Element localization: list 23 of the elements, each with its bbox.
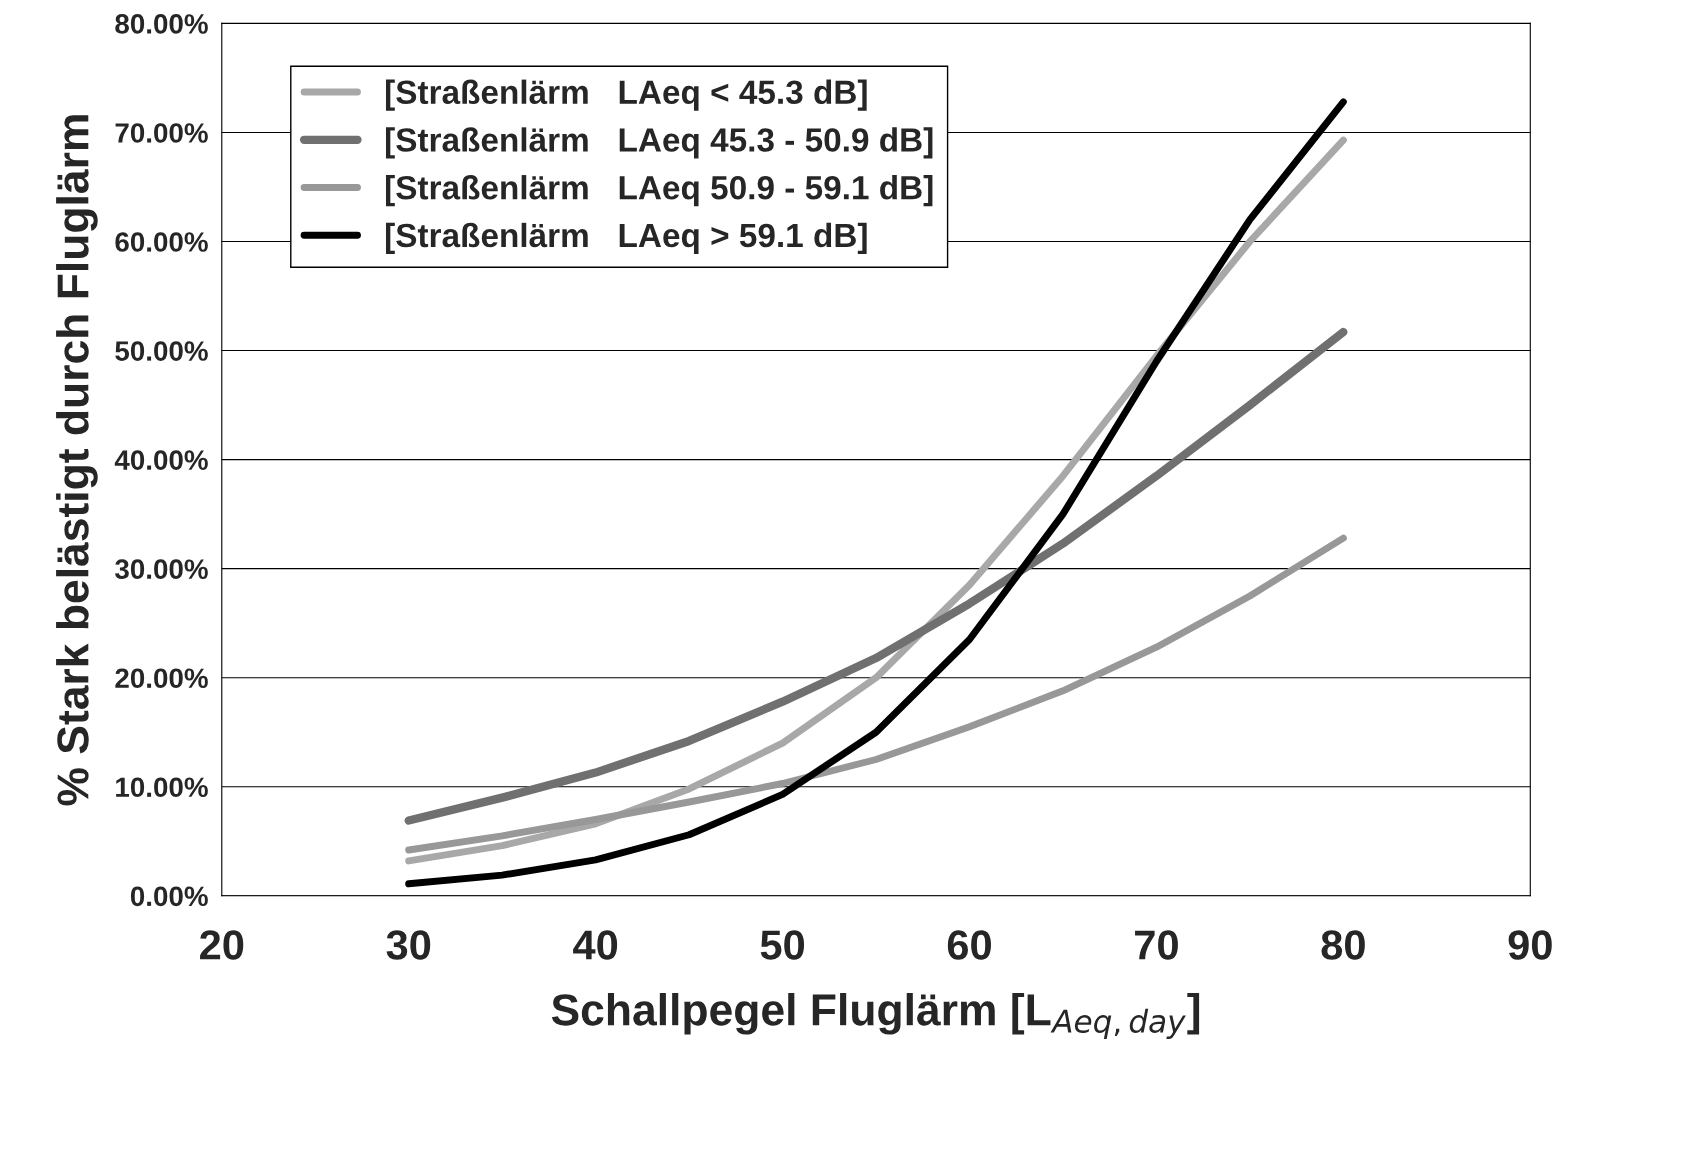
y-tick-label: 40.00%: [114, 450, 208, 470]
x-tick-label: 40: [573, 930, 618, 960]
legend-label: [Straßenlärm LAeq > 59.1 dB]: [385, 222, 867, 254]
legend-label: [Straßenlärm LAeq 45.3 - 50.9 dB]: [385, 127, 933, 159]
x-axis-title: Schallpegel Fluglärm [L$_{Aeq,day}$]: [551, 992, 1200, 1039]
x-tick-label: 90: [1508, 930, 1552, 960]
y-tick-label: 50.00%: [115, 341, 208, 361]
x-tick-label: 70: [1135, 930, 1178, 960]
x-tick-label: 80: [1321, 930, 1365, 960]
y-tick-label: 60.00%: [115, 232, 208, 252]
x-tick-label: 30: [386, 930, 431, 960]
legend-label: [Straßenlärm LAeq 50.9 - 59.1 dB]: [385, 175, 933, 207]
y-tick-label: 80.00%: [115, 14, 208, 34]
y-tick-label: 20.00%: [115, 668, 208, 689]
y-tick-label: 30.00%: [115, 559, 208, 580]
x-tick-label: 20: [200, 930, 244, 960]
y-tick-label: 0.00%: [130, 886, 208, 907]
x-tick-label: 60: [947, 930, 991, 960]
y-axis-title: % Stark belästigt durch Fluglärm: [56, 115, 98, 806]
y-tick-label: 70.00%: [115, 123, 208, 143]
x-tick-label: 50: [760, 930, 805, 960]
legend-label: [Straßenlärm LAeq < 45.3 dB]: [385, 79, 867, 111]
y-tick-label: 10.00%: [116, 777, 208, 798]
